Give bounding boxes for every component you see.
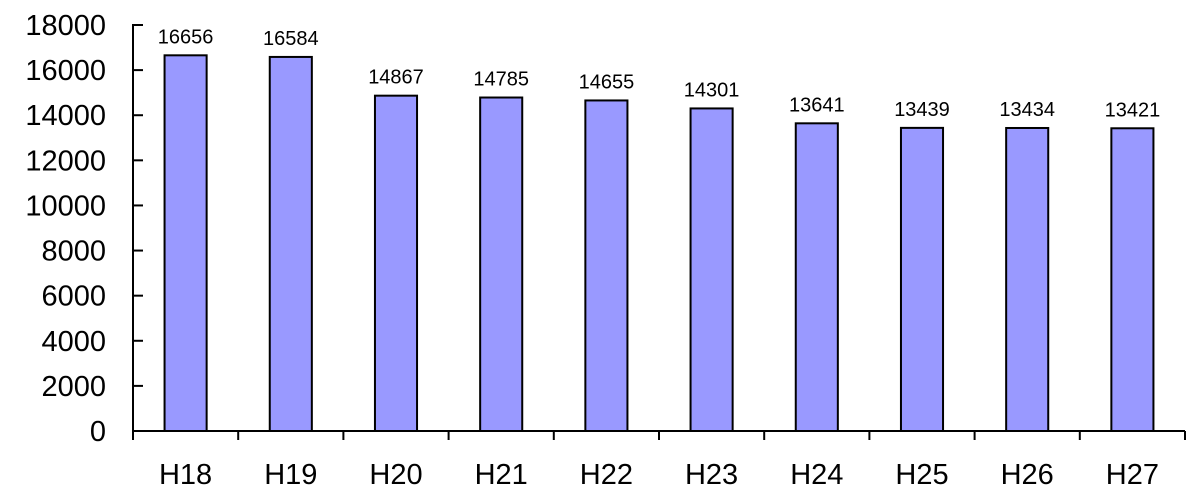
bar-h27 [1110,127,1155,432]
y-tick-label: 10000 [25,190,106,222]
data-label: 14867 [368,67,424,89]
bar-h24 [794,122,839,432]
y-tick-label: 6000 [41,281,106,313]
bar-h21 [479,96,524,432]
bar-h22 [584,99,629,432]
y-tick-label: 18000 [25,10,106,42]
x-tick-label: H20 [369,459,422,491]
x-tick-label: H26 [1001,459,1054,491]
bar-h19 [268,55,313,433]
data-labels: 16656 16584 14867 14785 14655 14301 13641 13439… [158,26,1160,121]
y-tick-label: 14000 [25,100,106,132]
x-tick-label: H27 [1106,459,1159,491]
x-tick-label: H24 [790,459,843,491]
x-tick-label: H22 [580,459,633,491]
y-tick-label: 8000 [41,236,106,268]
x-axis-ticks: H18 H19 H20 H21 H22 H23 H24 H25 H26 H27 [132,431,1186,491]
data-label: 16584 [263,28,319,50]
data-label: 14785 [473,69,529,91]
y-axis-ticks: 0 2000 4000 6000 8000 10000 12000 14000 16000 180… [25,10,143,448]
x-tick-label: H23 [685,459,738,491]
bar-h20 [373,94,419,432]
y-tick-label: 12000 [25,145,106,177]
bar-h25 [899,126,945,432]
data-label: 13421 [1105,99,1161,121]
bar-h18 [163,54,208,432]
x-tick-label: H19 [264,459,317,491]
data-label: 16656 [158,26,214,48]
y-tick-label: 0 [90,416,106,448]
y-tick-label: 16000 [25,55,106,87]
x-tick-label: H25 [895,459,948,491]
data-label: 14655 [579,71,635,93]
x-tick-label: H18 [159,459,212,491]
bars [163,54,1155,433]
data-label: 14301 [684,79,740,101]
bar-h23 [689,107,734,432]
x-tick-label: H21 [475,459,528,491]
data-label: 13641 [789,94,845,116]
data-label: 13434 [999,99,1055,121]
data-label: 13439 [894,99,950,121]
bar-h26 [1005,126,1050,432]
y-tick-label: 2000 [41,371,106,403]
y-tick-label: 4000 [41,326,106,358]
